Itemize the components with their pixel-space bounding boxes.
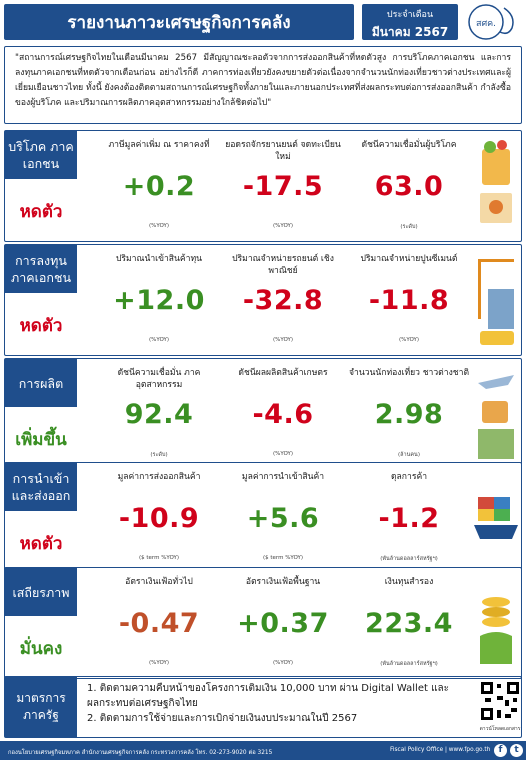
period-value: มีนาคม 2567 bbox=[371, 25, 449, 39]
metric-consumer-confidence: ดัชนีความเชื่อมั่นผู้บริโภค 63.0 (ระดับ) bbox=[345, 131, 473, 241]
report-period: ประจำเดือน มีนาคม 2567 bbox=[362, 4, 458, 40]
metric-value: 92.4 bbox=[124, 399, 194, 430]
metric-value: -1.2 bbox=[378, 503, 440, 534]
metric-unit: ($ term %YOY) bbox=[138, 555, 180, 561]
section-stability: เสถียรภาพ มั่นคง อัตราเงินเฟ้อทั่วไป -0.… bbox=[4, 567, 522, 679]
section-status: หดตัว bbox=[19, 201, 63, 222]
metric-unit: (%YOY) bbox=[149, 337, 169, 343]
metric-unit: (%YOY) bbox=[149, 660, 169, 666]
metric-industrial-confidence: ดัชนีความเชื่อมั่น ภาคอุตสาหกรรม 92.4 (ร… bbox=[95, 359, 223, 469]
metric-label: จำนวนนักท่องเที่ยว ชาวต่างชาติ bbox=[348, 368, 470, 378]
tourism-illustration bbox=[478, 375, 514, 459]
metric-unit: (ระดับ) bbox=[150, 452, 168, 458]
metric-exports: มูลค่าการส่งออกสินค้า -10.9 ($ term %YOY… bbox=[95, 463, 223, 573]
footer-website[interactable]: Fiscal Policy Office | www.fpo.go.th bbox=[390, 747, 491, 753]
period-label: ประจำเดือน bbox=[386, 10, 434, 20]
section-status: หดตัว bbox=[19, 533, 63, 554]
metric-value: 2.98 bbox=[374, 399, 444, 430]
metric-label: เงินทุนสำรอง bbox=[384, 577, 434, 587]
metric-unit: (%YOY) bbox=[273, 451, 293, 457]
metric-unit: (%YOY) bbox=[273, 660, 293, 666]
section-category: เสถียรภาพ bbox=[5, 568, 77, 616]
metric-value: 63.0 bbox=[374, 171, 444, 202]
section-private-consumption: บริโภค ภาคเอกชน หดตัว ภาษีมูลค่าเพิ่ม ณ … bbox=[4, 130, 522, 242]
metric-value: -10.9 bbox=[118, 503, 200, 534]
metric-unit: ($ term %YOY) bbox=[262, 555, 304, 561]
metric-label: ปริมาณนำเข้าสินค้าทุน bbox=[115, 254, 203, 264]
header: รายงานภาวะเศรษฐกิจการคลัง ประจำเดือน มีน… bbox=[0, 0, 526, 44]
metric-value: 223.4 bbox=[365, 608, 453, 639]
measure-item: 2. ติดตามการใช้จ่ายและการเบิกจ่ายเงินงบป… bbox=[87, 713, 358, 724]
metric-value: +12.0 bbox=[113, 285, 205, 316]
metric-unit: (ระดับ) bbox=[400, 224, 418, 230]
coins-illustration bbox=[480, 597, 512, 664]
metric-label: ดัชนีความเชื่อมั่นผู้บริโภค bbox=[361, 140, 457, 150]
metric-unit: (%YOY) bbox=[273, 223, 293, 229]
metric-label: ปริมาณจำหน่ายรถยนต์ เชิงพาณิชย์ bbox=[232, 254, 334, 276]
metric-value: +0.2 bbox=[122, 171, 196, 202]
metric-core-inflation: อัตราเงินเฟ้อพื้นฐาน +0.37 (%YOY) bbox=[219, 568, 347, 678]
metric-unit: (%YOY) bbox=[149, 223, 169, 229]
measure-item: 1. ติดตามความคืบหน้าของโครงการเติมเงิน 1… bbox=[87, 683, 450, 709]
section-production: การผลิต เพิ่มขึ้น ดัชนีความเชื่อมั่น ภาค… bbox=[4, 358, 522, 470]
qr-code[interactable] bbox=[479, 680, 521, 722]
fpo-logo: สศค. bbox=[468, 4, 514, 40]
section-status: หดตัว bbox=[19, 315, 63, 336]
section-trade: การนำเข้า และส่งออก หดตัว มูลค่าการส่งออ… bbox=[4, 462, 522, 574]
metric-commercial-vehicle-sales: ปริมาณจำหน่ายรถยนต์ เชิงพาณิชย์ -32.8 (%… bbox=[219, 245, 347, 355]
metric-international-reserves: เงินทุนสำรอง 223.4 (พันล้านดอลลาร์สหรัฐฯ… bbox=[345, 568, 473, 678]
metric-trade-balance: ดุลการค้า -1.2 (พันล้านดอลลาร์สหรัฐฯ) bbox=[345, 463, 473, 573]
measures-category: มาตรการ ภาครัฐ bbox=[5, 677, 77, 737]
metric-imports: มูลค่าการนำเข้าสินค้า +5.6 ($ term %YOY) bbox=[219, 463, 347, 573]
metric-unit: (ล้านคน) bbox=[398, 452, 420, 458]
shipping-illustration bbox=[474, 497, 518, 539]
logo-text: สศค. bbox=[476, 19, 496, 29]
metric-label: มูลค่าการนำเข้าสินค้า bbox=[241, 472, 325, 482]
government-measures: มาตรการ ภาครัฐ 1. ติดตามความคืบหน้าของโค… bbox=[4, 676, 522, 738]
metric-label: ภาษีมูลค่าเพิ่ม ณ ราคาคงที่ bbox=[108, 140, 210, 150]
metric-label: ดัชนีผลผลิตสินค้าเกษตร bbox=[238, 368, 328, 378]
metric-label: ดุลการค้า bbox=[390, 472, 428, 482]
metric-cement-sales: ปริมาณจำหน่ายปูนซีเมนต์ -11.8 (%YOY) bbox=[345, 245, 473, 355]
summary-text: "สถานการณ์เศรษฐกิจไทยในเดือนมีนาคม 2567 … bbox=[4, 46, 522, 124]
metric-label: ยอดรถจักรยานยนต์ จดทะเบียนใหม่ bbox=[225, 140, 341, 162]
section-private-investment: การลงทุน ภาคเอกชน หดตัว ปริมาณนำเข้าสินค… bbox=[4, 244, 522, 356]
section-category: บริโภค ภาคเอกชน bbox=[5, 131, 77, 179]
metric-label: อัตราเงินเฟ้อทั่วไป bbox=[125, 577, 193, 587]
section-status: เพิ่มขึ้น bbox=[15, 429, 67, 450]
twitter-icon[interactable]: t bbox=[510, 744, 523, 757]
metric-label: ดัชนีความเชื่อมั่น ภาคอุตสาหกรรม bbox=[117, 368, 201, 390]
metric-capital-goods-imports: ปริมาณนำเข้าสินค้าทุน +12.0 (%YOY) bbox=[95, 245, 223, 355]
footer: กองนโยบายเศรษฐกิจมหภาค สำนักงานเศรษฐกิจก… bbox=[0, 741, 526, 760]
metric-unit: (พันล้านดอลลาร์สหรัฐฯ) bbox=[380, 661, 438, 667]
qr-caption: ดาวน์โหลดเอกสาร bbox=[479, 726, 521, 732]
metric-value: -4.6 bbox=[252, 399, 314, 430]
metric-agricultural-output: ดัชนีผลผลิตสินค้าเกษตร -4.6 (%YOY) bbox=[219, 359, 347, 469]
footer-office: กองนโยบายเศรษฐกิจมหภาค สำนักงานเศรษฐกิจก… bbox=[8, 750, 273, 756]
metric-label: ปริมาณจำหน่ายปูนซีเมนต์ bbox=[360, 254, 458, 264]
metric-foreign-tourists: จำนวนนักท่องเที่ยว ชาวต่างชาติ 2.98 (ล้า… bbox=[345, 359, 473, 469]
facebook-icon[interactable]: f bbox=[494, 744, 507, 757]
section-category: การนำเข้า และส่งออก bbox=[5, 463, 77, 511]
section-category: การผลิต bbox=[5, 359, 77, 407]
metric-motorcycle-registrations: ยอดรถจักรยานยนต์ จดทะเบียนใหม่ -17.5 (%Y… bbox=[219, 131, 347, 241]
metric-value: -0.47 bbox=[118, 608, 200, 639]
metric-label: มูลค่าการส่งออกสินค้า bbox=[117, 472, 201, 482]
metric-value: +5.6 bbox=[246, 503, 320, 534]
section-status: มั่นคง bbox=[19, 638, 63, 659]
metric-unit: (%YOY) bbox=[273, 337, 293, 343]
report-title: รายงานภาวะเศรษฐกิจการคลัง bbox=[4, 4, 354, 40]
construction-illustration bbox=[478, 259, 514, 345]
metric-unit: (พันล้านดอลลาร์สหรัฐฯ) bbox=[380, 556, 438, 562]
metric-value: +0.37 bbox=[237, 608, 329, 639]
metric-vat: ภาษีมูลค่าเพิ่ม ณ ราคาคงที่ +0.2 (%YOY) bbox=[95, 131, 223, 241]
metric-headline-inflation: อัตราเงินเฟ้อทั่วไป -0.47 (%YOY) bbox=[95, 568, 223, 678]
metric-label: อัตราเงินเฟ้อพื้นฐาน bbox=[245, 577, 321, 587]
metric-value: -32.8 bbox=[242, 285, 324, 316]
metric-value: -11.8 bbox=[368, 285, 450, 316]
metric-value: -17.5 bbox=[242, 171, 324, 202]
groceries-illustration bbox=[480, 140, 512, 223]
metric-unit: (%YOY) bbox=[399, 337, 419, 343]
section-category: การลงทุน ภาคเอกชน bbox=[5, 245, 77, 293]
